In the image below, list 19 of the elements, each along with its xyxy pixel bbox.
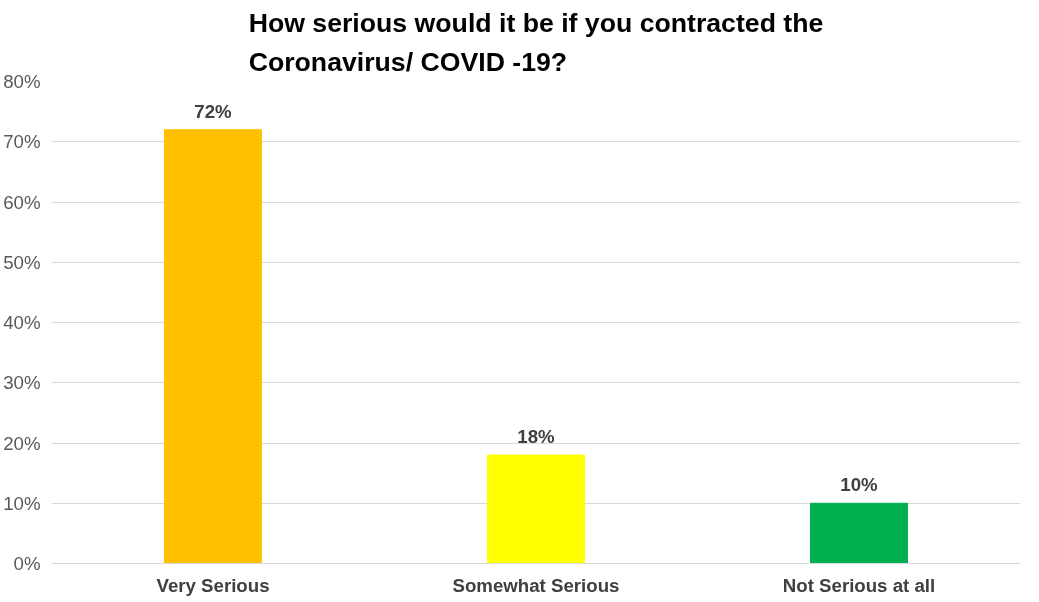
data-label: 72% (194, 100, 233, 122)
chart-title: How serious would it be if you contracted the Coronavirus/ COVID -19? (248, 7, 824, 77)
bar (487, 454, 585, 564)
y-tick-label: 60% (3, 191, 41, 213)
y-tick-label: 40% (3, 312, 41, 333)
x-tick-label: Not Serious at all (782, 574, 936, 596)
y-tick-label: 70% (3, 131, 41, 153)
y-tick-label: 20% (3, 432, 41, 454)
data-label: 18% (517, 426, 556, 448)
y-tick-label: 30% (3, 372, 41, 394)
y-tick-label: 50% (3, 251, 41, 273)
bar (810, 502, 908, 564)
data-label: 10% (840, 474, 879, 496)
y-tick-label: 80% (3, 71, 41, 92)
bar (164, 129, 262, 564)
y-tick-label: 10% (3, 492, 41, 514)
x-tick-label: Somewhat Serious (452, 574, 620, 596)
y-tick-label: 0% (13, 553, 41, 574)
x-tick-label: Very Serious (156, 574, 270, 596)
